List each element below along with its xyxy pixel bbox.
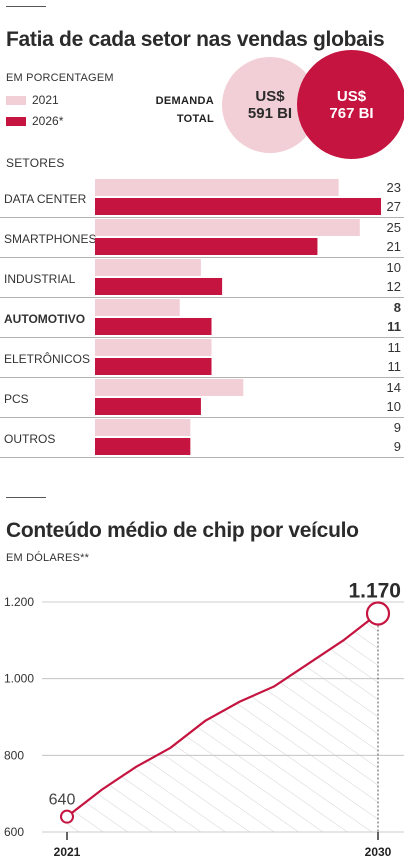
- bar-2021-automotivo: [95, 299, 180, 316]
- end-point: [365, 601, 391, 626]
- bar-2021-outros: [95, 419, 191, 436]
- sector-label-industrial: INDUSTRIAL: [4, 272, 76, 286]
- legend-2021: 2021: [6, 93, 59, 107]
- total-demand-label-line1: DEMANDA: [155, 95, 214, 107]
- section-divider-top: [6, 6, 46, 7]
- bar-2026-smartphones: [95, 238, 318, 255]
- demand-bubble-2021-currency: US$: [255, 88, 285, 105]
- area-fill: [67, 613, 378, 832]
- sector-label-outros: OUTROS: [4, 432, 55, 446]
- legend-label-2026: 2026*: [32, 114, 64, 128]
- legend-swatch-2021: [6, 95, 26, 105]
- y-tick-label: 800: [4, 748, 24, 762]
- sector-label-pcs: PCS: [4, 392, 29, 406]
- x-tick-label: 2030: [365, 845, 392, 859]
- value-2021-data-center: 23: [387, 180, 401, 195]
- value-2021-industrial: 10: [387, 260, 401, 275]
- sectors-header: SETORES: [6, 156, 65, 170]
- x-tick-label: 2021: [54, 845, 81, 859]
- bar-2021-industrial: [95, 259, 201, 276]
- demand-bubble-2026: US$ 767 BI: [297, 50, 404, 159]
- value-2026-pcs: 10: [387, 399, 401, 414]
- bar-2021-smartphones: [95, 219, 360, 236]
- bar-chart-unit: EM PORCENTAGEM: [6, 72, 114, 84]
- start-point: [60, 809, 74, 824]
- y-tick-label: 1.000: [4, 672, 34, 686]
- demand-bubble-2026-currency: US$: [336, 87, 367, 105]
- total-demand-label-line2: TOTAL: [176, 113, 214, 125]
- bar-2026-eletronicos: [95, 358, 212, 375]
- legend-swatch-2026: [6, 116, 26, 126]
- total-demand-label: DEMANDA TOTAL: [140, 92, 214, 128]
- demand-bubble-2021-value: 591 BI: [247, 105, 293, 122]
- value-2021-automotivo: 8: [394, 300, 401, 315]
- bar-2026-data-center: [95, 198, 381, 215]
- y-tick-label: 1.200: [4, 595, 34, 609]
- value-2026-data-center: 27: [387, 199, 401, 214]
- value-2021-smartphones: 25: [387, 220, 401, 235]
- section-divider-bottom: [6, 497, 46, 498]
- annotation-start: 640: [49, 792, 76, 809]
- series-line: [66, 612, 379, 818]
- bar-2026-industrial: [95, 278, 223, 295]
- bar-2026-automotivo: [95, 318, 212, 335]
- line-chart-title: Conteúdo médio de chip por veículo: [6, 519, 359, 542]
- bar-2021-pcs: [95, 379, 244, 396]
- y-tick-label: 600: [4, 825, 24, 839]
- value-2026-automotivo: 11: [387, 319, 401, 334]
- sector-label-smartphones: SMARTPHONES: [4, 232, 96, 246]
- bar-2026-outros: [95, 438, 191, 455]
- annotation-end: 1.170: [348, 580, 401, 603]
- bar-2026-pcs: [95, 398, 201, 415]
- bar-2021-eletronicos: [95, 339, 212, 356]
- value-2021-eletronicos: 11: [388, 340, 402, 355]
- value-2021-pcs: 14: [387, 380, 401, 395]
- line-chart-unit: EM DÓLARES**: [6, 552, 90, 564]
- sector-label-automotivo: AUTOMOTIVO: [4, 312, 85, 326]
- value-2026-outros: 9: [394, 439, 401, 454]
- value-2021-outros: 9: [394, 420, 401, 435]
- bar-2021-data-center: [95, 179, 339, 196]
- legend-label-2021: 2021: [32, 93, 59, 107]
- bar-chart-title: Fatia de cada setor nas vendas globais: [6, 28, 385, 51]
- value-2026-eletronicos: 11: [388, 359, 402, 374]
- value-2026-smartphones: 21: [387, 239, 401, 254]
- demand-bubble-2026-value: 767 BI: [329, 104, 374, 122]
- legend-2026: 2026*: [6, 114, 63, 128]
- value-2026-industrial: 12: [387, 279, 401, 294]
- sector-label-eletronicos: ELETRÔNICOS: [4, 351, 90, 366]
- chip-content-line-chart: 600 800 1.000 1.200 640 1.170 2021 2030: [4, 580, 404, 859]
- sector-label-data-center: DATA CENTER: [4, 192, 87, 206]
- sector-bar-chart: DATA CENTER 23 27 SMARTPHONES 25 21 INDUSTRIAL…: [0, 179, 404, 458]
